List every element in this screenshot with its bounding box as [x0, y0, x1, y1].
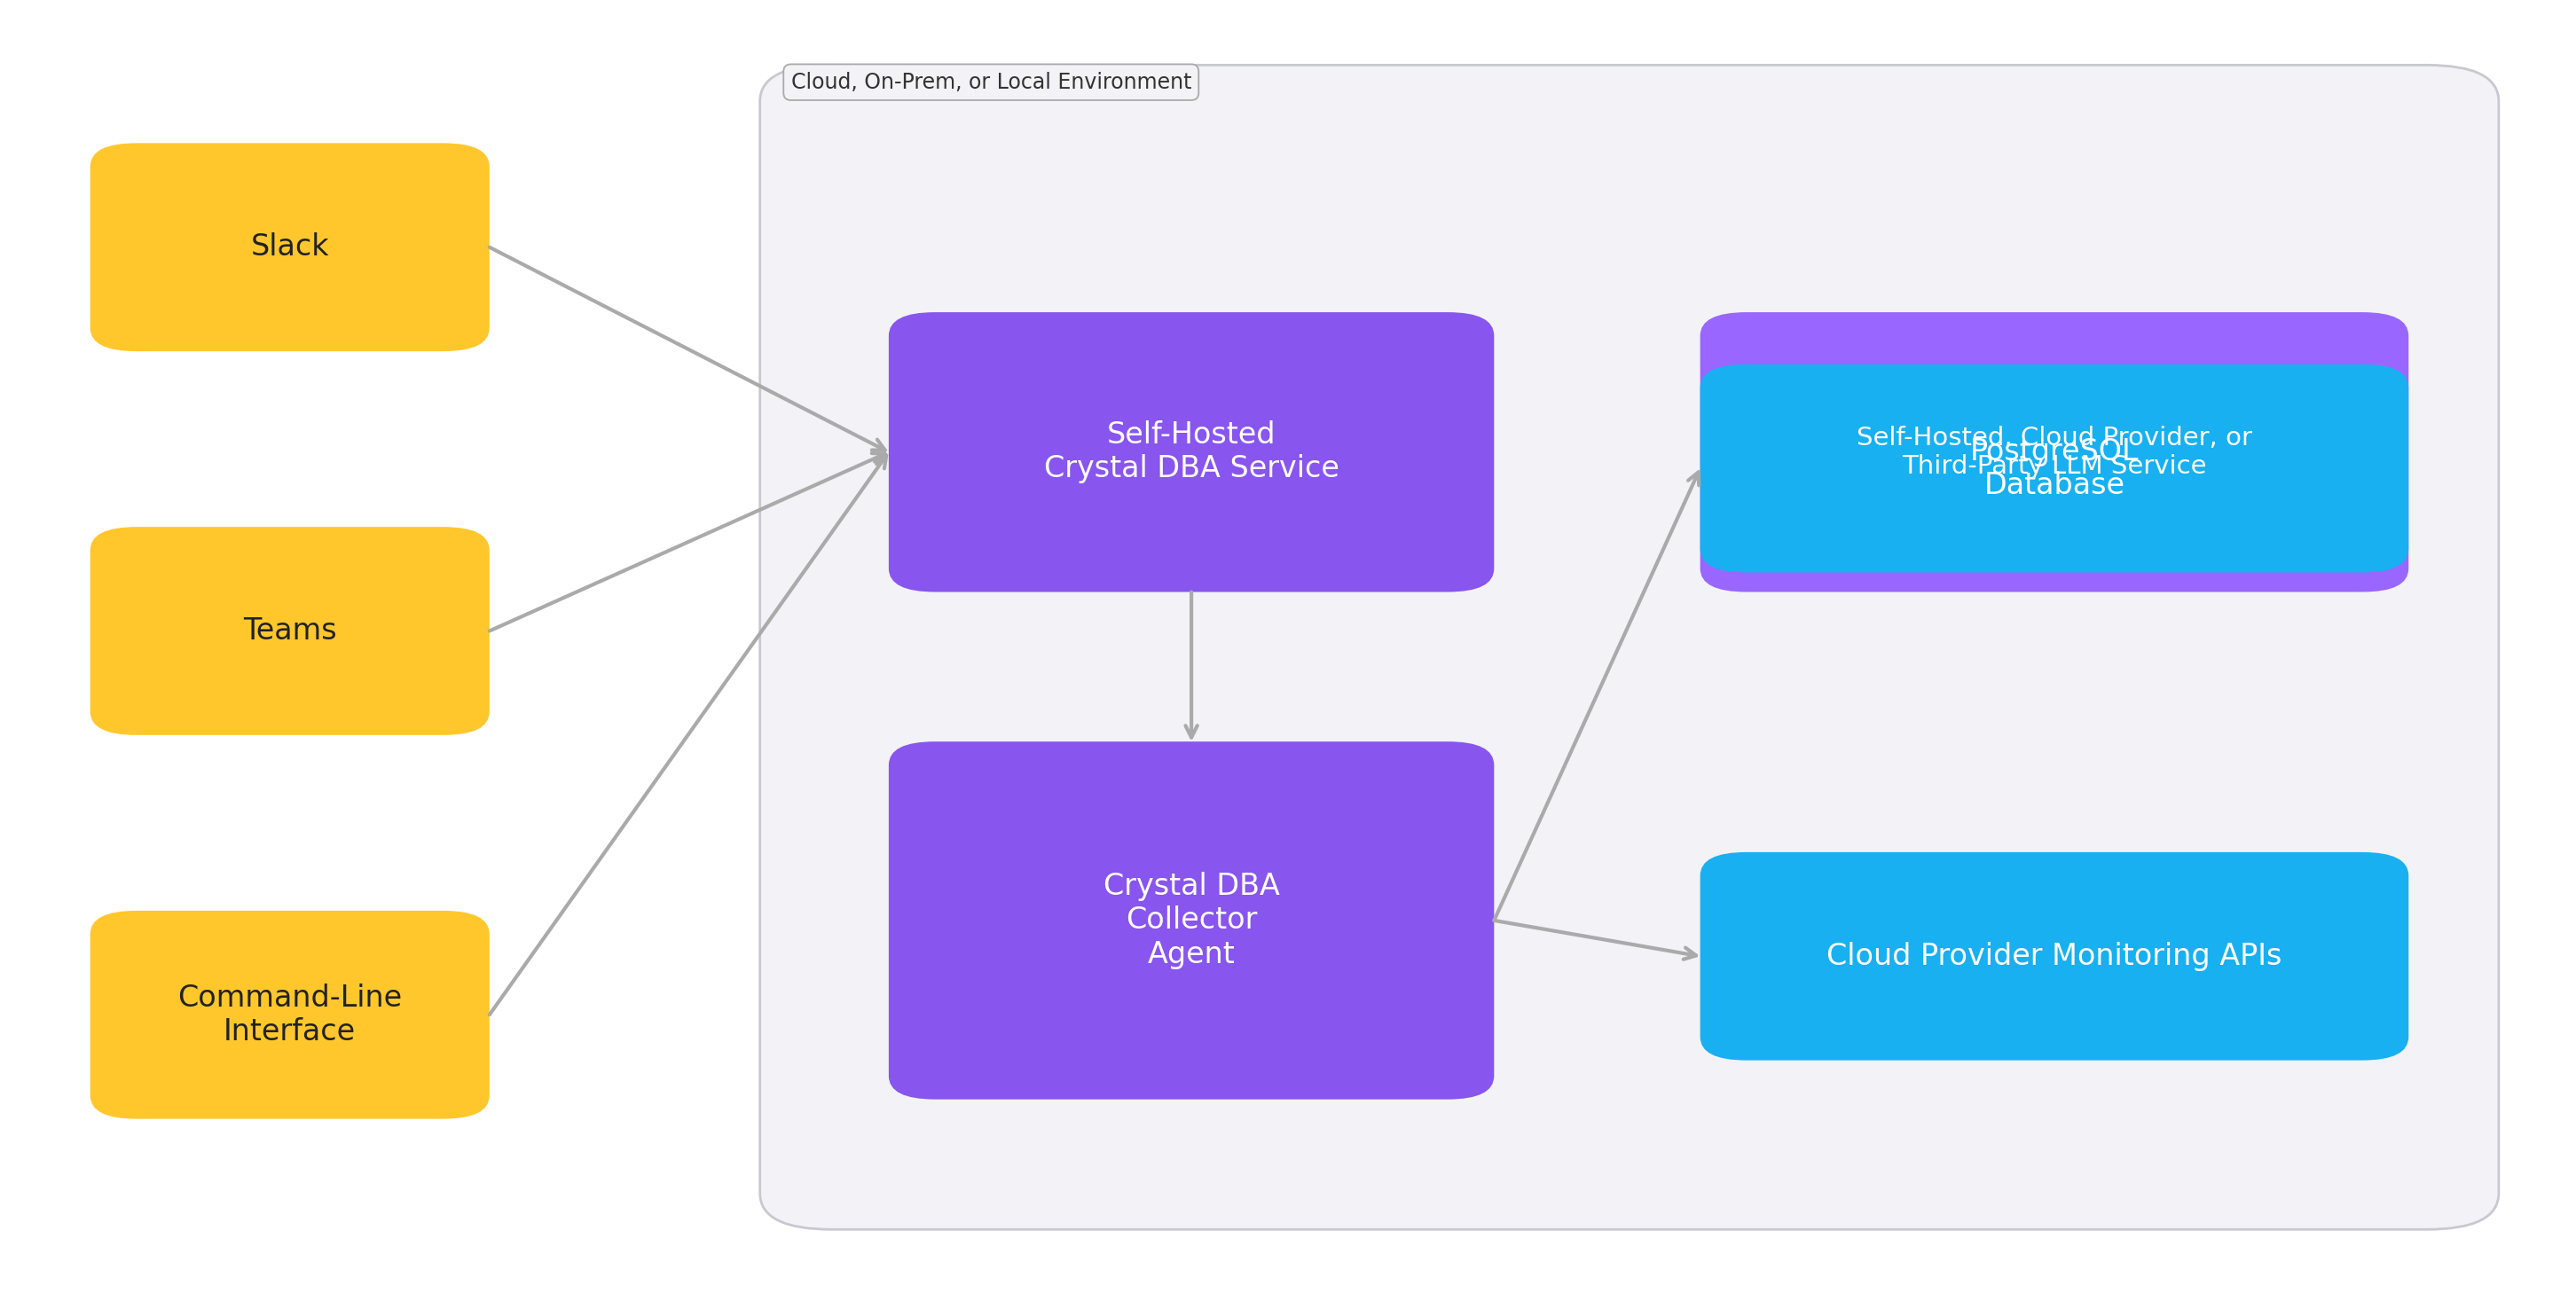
Text: Teams: Teams: [242, 617, 337, 645]
FancyBboxPatch shape: [1700, 852, 2409, 1060]
Text: Slack: Slack: [250, 233, 330, 262]
FancyBboxPatch shape: [90, 911, 489, 1119]
FancyBboxPatch shape: [1700, 364, 2409, 572]
FancyBboxPatch shape: [889, 742, 1494, 1099]
Text: Cloud, On-Prem, or Local Environment: Cloud, On-Prem, or Local Environment: [791, 72, 1190, 92]
Text: Self-Hosted, Cloud Provider, or
Third-Party LLM Service: Self-Hosted, Cloud Provider, or Third-Pa…: [1857, 425, 2251, 479]
FancyBboxPatch shape: [90, 143, 489, 351]
Text: Cloud Provider Monitoring APIs: Cloud Provider Monitoring APIs: [1826, 942, 2282, 971]
Text: PostgreSQL
Database: PostgreSQL Database: [1971, 437, 2138, 500]
FancyBboxPatch shape: [760, 65, 2499, 1229]
FancyBboxPatch shape: [1700, 312, 2409, 592]
FancyBboxPatch shape: [889, 312, 1494, 592]
Text: Self-Hosted
Crystal DBA Service: Self-Hosted Crystal DBA Service: [1043, 420, 1340, 484]
Text: Command-Line
Interface: Command-Line Interface: [178, 984, 402, 1046]
Text: Crystal DBA
Collector
Agent: Crystal DBA Collector Agent: [1103, 872, 1280, 969]
FancyBboxPatch shape: [90, 527, 489, 735]
